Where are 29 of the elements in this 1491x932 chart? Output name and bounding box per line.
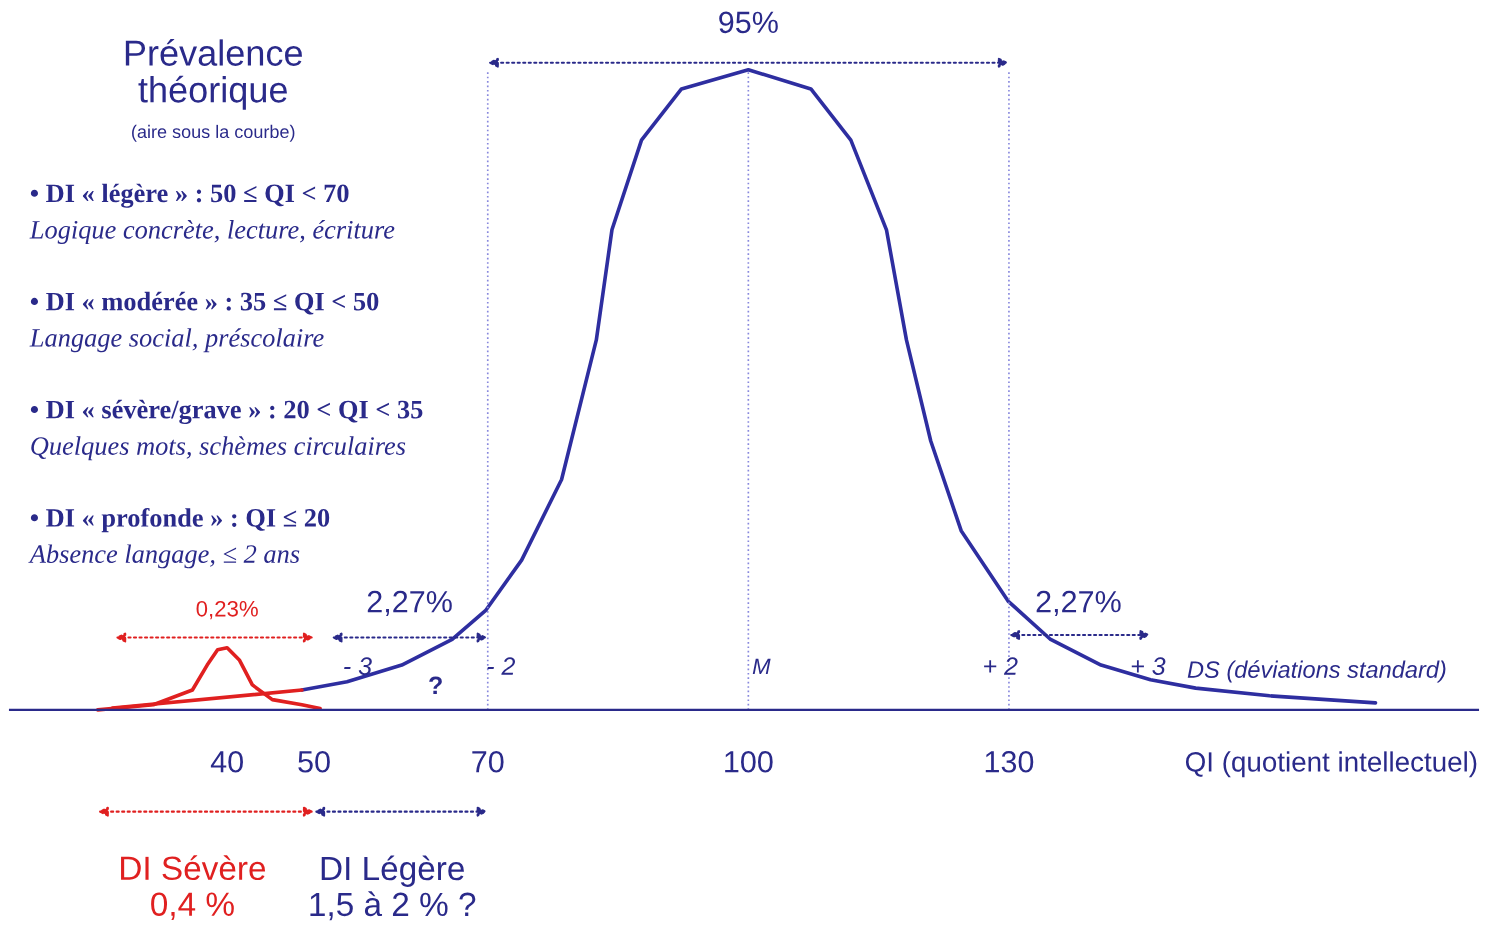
annotation: 2,27% [1036,590,1121,617]
text: 95% [719,11,778,34]
annotation: DS (déviations standard) [1187,660,1446,683]
x-tick-label: 40 [210,750,243,773]
annotation: + 2 [984,657,1018,675]
annotation: • DI « modérée » : 35 ≤ QI < 50 [30,291,379,315]
annotation: 0,23% [196,600,258,620]
text: (aire sous la courbe) [132,124,295,142]
x-axis-title: QI (quotient intellectuel) [1185,751,1477,778]
annotation: M [752,658,771,675]
x-tick-label: 100 [725,750,773,773]
annotation: Quelques mots, schèmes circulaires [31,436,406,461]
chart-title: Prévalence théorique [125,38,302,110]
annotation: • DI « sévère/grave » : 20 < QI < 35 [30,399,423,425]
text: DI Sévère 0,4 % [121,855,266,920]
annotation: + 3 [1131,657,1166,675]
annotation: • DI « légère » : 50 ≤ QI < 70 [30,183,349,208]
annotation: Langage social, préscolaire [29,328,324,353]
annotation: 2,27% [367,590,452,617]
x-tick-label: 130 [985,750,1034,773]
x-tick-label: 70 [472,750,504,773]
annotation: Absence langage, ≤ 2 ans [28,544,300,569]
annotation: ? [429,676,442,694]
x-tick-label: 50 [298,750,330,773]
text: DI Légère 1,5 à 2 % ? [310,855,476,921]
annotation: Logique concrète, lecture, écriture [29,220,395,245]
annotation: - 3 [344,657,372,675]
annotation: • DI « profonde » : QI ≤ 20 [30,507,330,533]
annotation: - 2 [487,657,516,675]
